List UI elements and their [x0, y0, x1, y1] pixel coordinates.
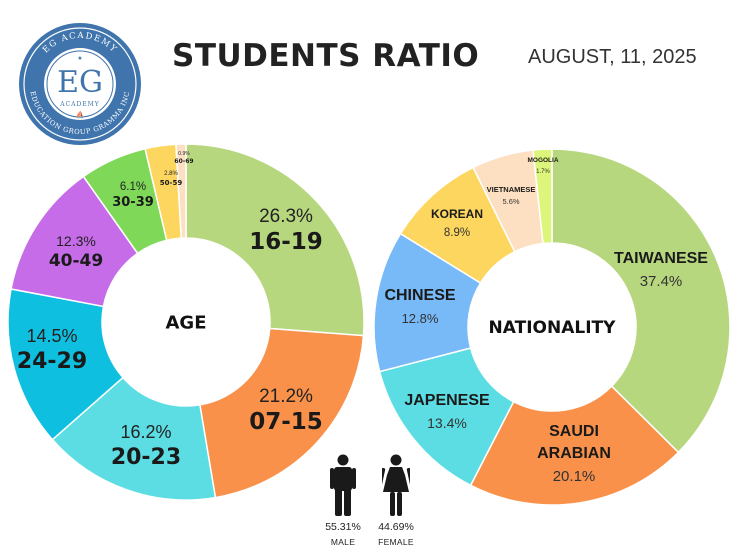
- data-label-30-39-pct: 6.1%: [120, 181, 146, 193]
- page-title: STUDENTS RATIO: [172, 38, 480, 74]
- eg-academy-logo: EG ACADEMY EDUCATION GROUP GRAMMA INC EG…: [19, 23, 141, 145]
- male-percentage: 55.31%: [325, 521, 361, 533]
- star-icon: ★: [77, 55, 82, 62]
- data-label-07-15-pct: 21.2%: [259, 386, 313, 407]
- data-label-saudi-arabian-line1: SAUDI: [549, 423, 599, 440]
- data-label-taiwanese: TAIWANESE: [614, 250, 708, 267]
- data-label-taiwanese-pct: 37.4%: [640, 273, 683, 290]
- data-label-16-19: 16-19: [249, 229, 323, 255]
- data-label-50-59-pct: 2.8%: [164, 171, 178, 177]
- data-label-07-15: 07-15: [249, 409, 323, 435]
- data-label-16-19-pct: 26.3%: [259, 206, 313, 227]
- age-donut-chart: AGE 26.3%16-19 21.2%07-15 16.2% 20-23 14.5% 24…: [7, 143, 365, 501]
- data-label-saudi-arabian-line2: ARABIAN: [537, 445, 611, 462]
- data-label-40-49-pct: 12.3%: [56, 233, 96, 249]
- report-date: AUGUST, 11, 2025: [528, 46, 697, 68]
- data-label-chinese-pct: 12.8%: [402, 311, 439, 326]
- data-label-60-69-pct: 0.9%: [178, 151, 190, 157]
- data-label-20-23: 20-23: [111, 445, 181, 470]
- male-label: MALE: [330, 537, 356, 547]
- female-label: FEMALE: [378, 537, 414, 547]
- data-label-vietnamese: VIETNAMESE: [487, 185, 536, 194]
- data-label-24-29-pct: 14.5%: [26, 326, 77, 346]
- nationality-donut-chart: NATIONALITY TAIWANESE 37.4% SAUDI ARABIAN 20.…: [373, 148, 731, 506]
- data-label-japenese-pct: 13.4%: [427, 415, 467, 431]
- data-label-20-23-pct: 16.2%: [120, 422, 171, 442]
- female-person-icon: [382, 454, 410, 516]
- male-person-icon: [330, 454, 356, 516]
- data-label-40-49: 40-49: [49, 251, 103, 271]
- data-label-japenese: JAPENESE: [404, 392, 490, 409]
- data-label-korean: KOREAN: [431, 207, 483, 221]
- data-label-24-29: 24-29: [17, 349, 87, 374]
- data-label-30-39: 30-39: [112, 195, 154, 210]
- data-label-mogolia-pct: 1.7%: [536, 169, 550, 175]
- ship-icon: ⛵: [76, 110, 85, 119]
- center-label-nationality: NATIONALITY: [489, 318, 617, 338]
- data-label-chinese: CHINESE: [384, 287, 455, 304]
- data-label-60-69: 60-69: [174, 158, 193, 165]
- data-label-saudi-arabian-pct: 20.1%: [553, 468, 596, 485]
- data-label-mogolia: MOGOLIA: [527, 157, 558, 164]
- center-label-age: AGE: [165, 312, 206, 333]
- logo-initials: EG: [57, 65, 103, 100]
- female-percentage: 44.69%: [378, 521, 414, 533]
- logo-inner-text: ACADEMY: [59, 101, 100, 108]
- data-label-vietnamese-pct: 5.6%: [502, 197, 519, 206]
- data-label-50-59: 50-59: [160, 179, 183, 187]
- data-label-korean-pct: 8.9%: [444, 227, 470, 239]
